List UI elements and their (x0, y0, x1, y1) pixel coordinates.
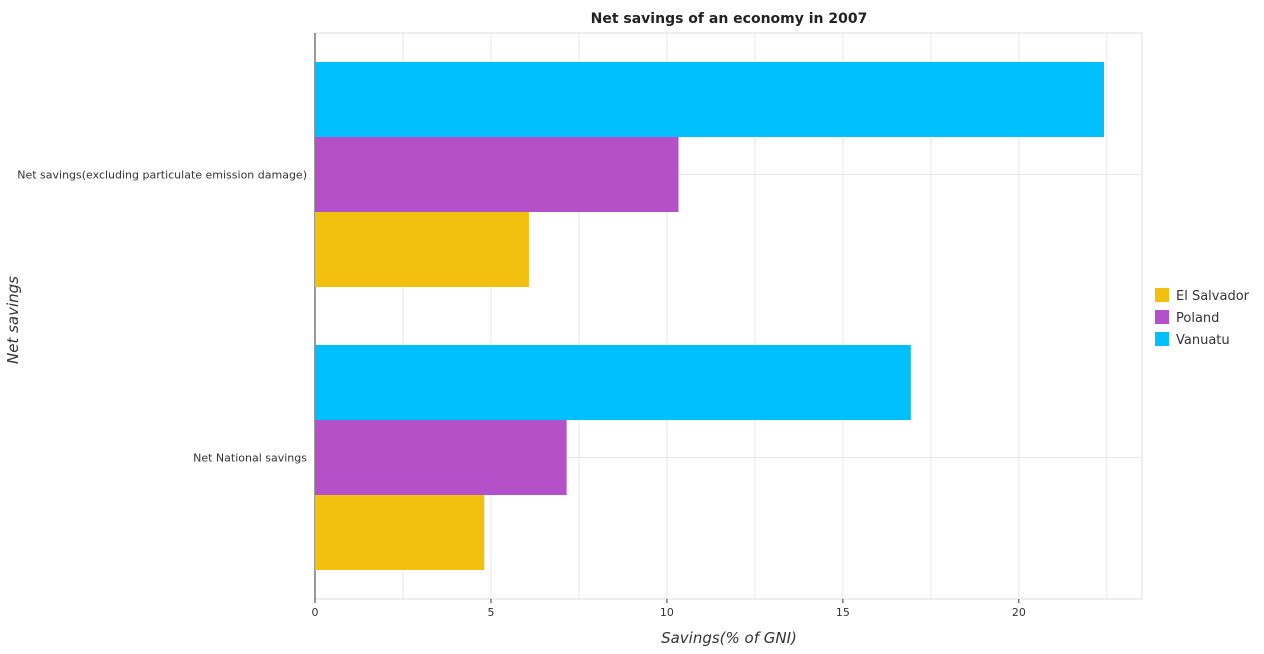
bar-vanuatu (315, 345, 911, 420)
category-label: Net savings(excluding particulate emissi… (17, 169, 307, 182)
legend-swatch (1155, 288, 1169, 302)
bar-el-salvador (315, 495, 485, 570)
bar-el-salvador (315, 212, 529, 287)
x-tick-label: 15 (836, 606, 850, 619)
plot-area: Net savings(excluding particulate emissi… (17, 32, 1143, 619)
legend-label: El Salvador (1176, 289, 1250, 304)
legend-label: Vanuatu (1176, 333, 1230, 348)
bar-poland (315, 420, 567, 495)
y-axis-label: Net savings (4, 276, 22, 364)
legend-label: Poland (1176, 311, 1219, 326)
bar-vanuatu (315, 62, 1104, 137)
x-tick-label: 5 (487, 606, 494, 619)
x-axis-label: Savings(% of GNI) (661, 629, 797, 647)
x-tick-label: 10 (660, 606, 674, 619)
bar-poland (315, 137, 679, 212)
legend-swatch (1155, 332, 1169, 346)
category-label: Net National savings (193, 452, 307, 465)
legend: El Salvador Poland Vanuatu (1155, 288, 1250, 348)
x-tick-label: 20 (1012, 606, 1026, 619)
chart-title: Net savings of an economy in 2007 (591, 11, 868, 27)
x-tick-label: 0 (312, 606, 319, 619)
legend-swatch (1155, 310, 1169, 324)
